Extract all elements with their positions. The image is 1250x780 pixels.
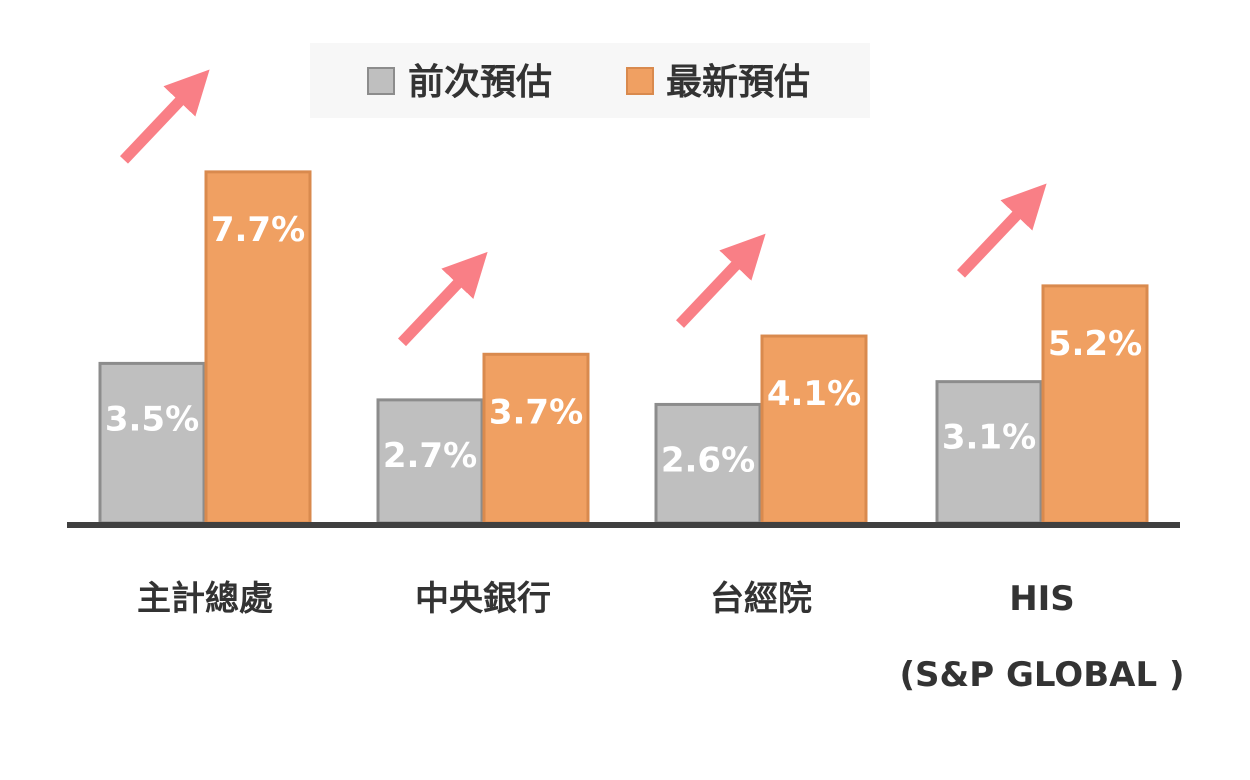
legend-background	[310, 43, 870, 118]
category-label: 主計總處	[137, 579, 273, 619]
up-arrow-icon	[957, 183, 1047, 278]
legend-swatch-previous	[367, 67, 395, 95]
bar-latest-2	[760, 334, 868, 525]
legend-swatch-latest	[626, 67, 654, 95]
legend-label-latest: 最新預估	[666, 62, 810, 103]
bar-value-label: 3.7%	[489, 392, 583, 432]
bar-value-label: 4.1%	[767, 374, 861, 414]
bar-value-label: 7.7%	[211, 210, 305, 250]
category-labels-group: 主計總處 中央銀行 台經院 HIS (S&P GLOBAL )	[137, 579, 1184, 695]
category-label: (S&P GLOBAL )	[900, 655, 1185, 695]
bar-value-label: 3.5%	[105, 399, 199, 439]
bar-previous-0	[98, 361, 206, 525]
legend-label-previous: 前次預估	[408, 62, 552, 103]
up-arrow-icon	[676, 233, 766, 328]
category-label: 中央銀行	[415, 579, 551, 619]
bar-latest-3	[1041, 284, 1149, 525]
bar-previous-1	[376, 398, 484, 525]
up-arrow-icon	[120, 69, 210, 164]
bar-value-label: 2.6%	[661, 440, 755, 480]
category-label: 台經院	[710, 579, 812, 619]
bar-previous-2	[654, 402, 762, 525]
bars-group: 3.5% 7.7% 2.7% 3.7% 2.6% 4.1% 3.1% 5.2%	[98, 170, 1149, 525]
category-label: HIS	[1009, 579, 1075, 619]
bar-value-label: 3.1%	[942, 418, 1036, 458]
up-arrow-icon	[398, 251, 488, 347]
bar-latest-0	[204, 170, 312, 525]
bar-value-label: 5.2%	[1048, 324, 1142, 364]
trend-arrows-group	[120, 69, 1047, 347]
bar-value-label: 2.7%	[383, 436, 477, 476]
legend: 前次預估 最新預估	[310, 43, 870, 118]
bar-latest-1	[482, 352, 590, 525]
